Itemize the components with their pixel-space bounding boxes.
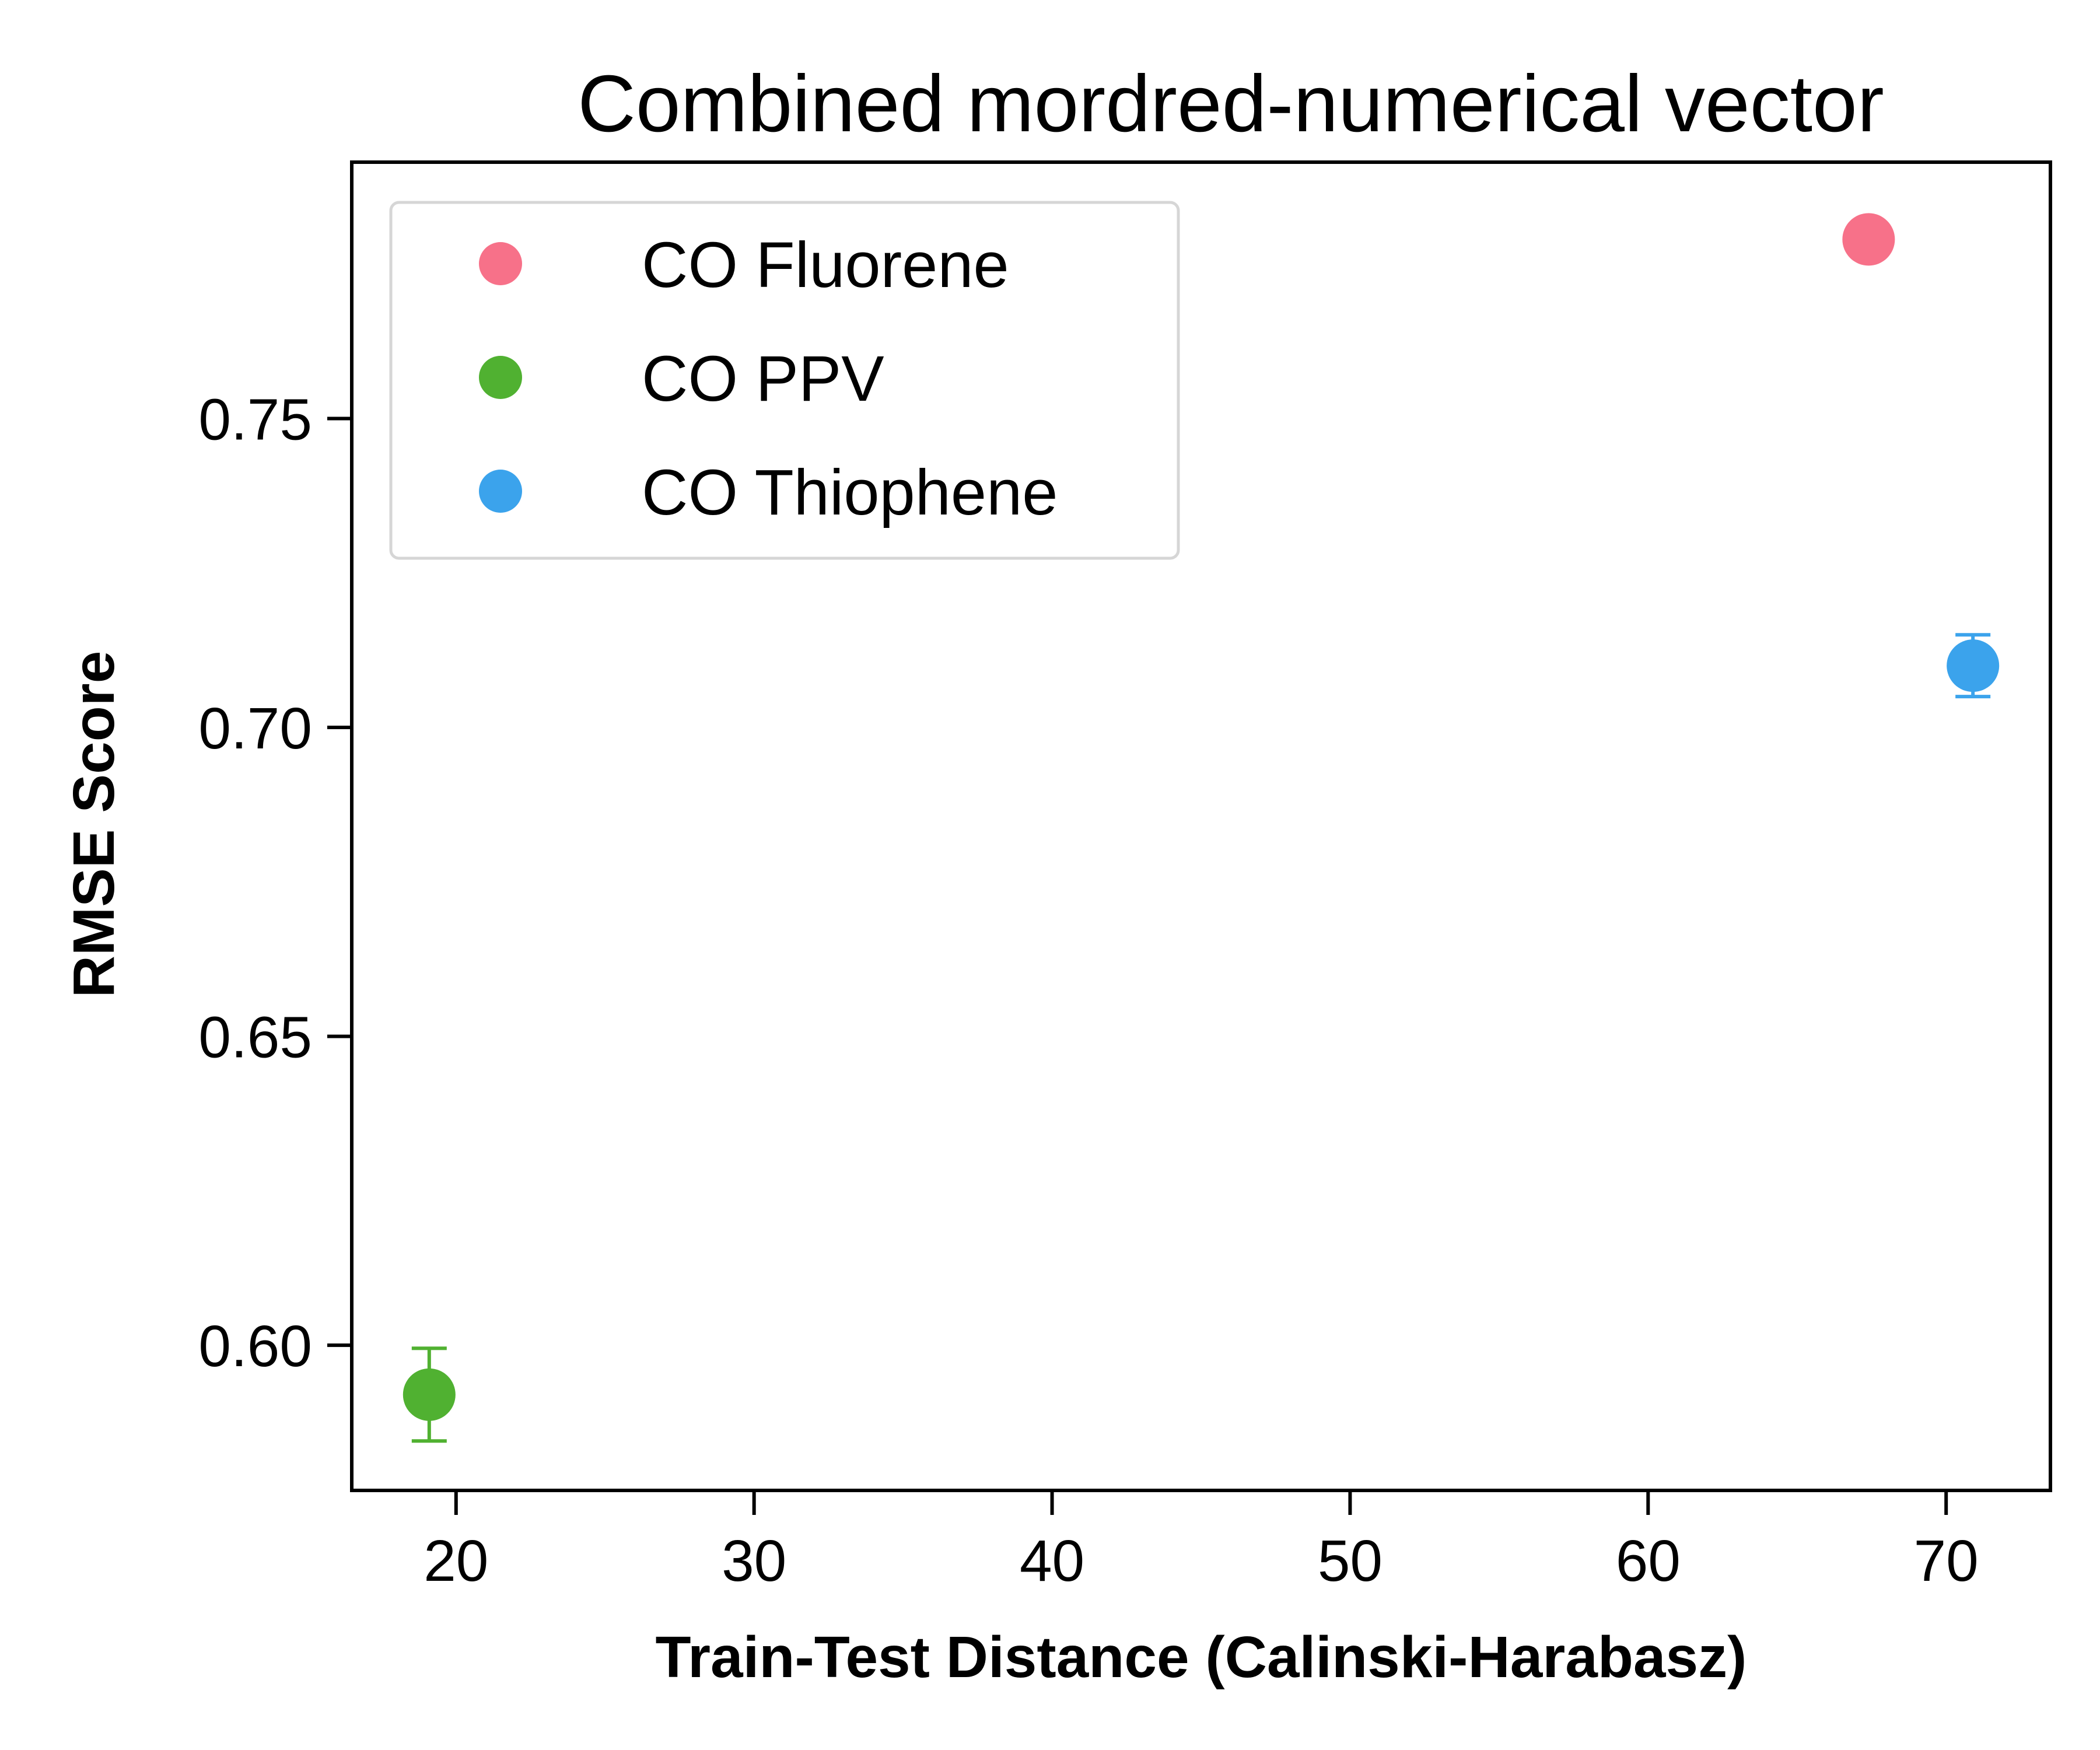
legend-box: [389, 201, 1180, 560]
legend-label: CO PPV: [642, 343, 884, 415]
plot-frame: [350, 160, 2052, 1492]
data-point: [1842, 213, 1895, 266]
y-tick-label: 0.75: [198, 387, 312, 453]
legend-label: CO Fluorene: [642, 229, 1009, 301]
x-tick-label: 50: [1318, 1528, 1382, 1594]
x-tick-label: 20: [424, 1528, 488, 1594]
y-tick-label: 0.60: [198, 1314, 312, 1379]
y-tick-label: 0.65: [198, 1005, 312, 1070]
chart-title: Combined mordred-numerical vector: [578, 59, 1884, 149]
x-tick-label: 70: [1914, 1528, 1979, 1594]
data-point: [402, 1368, 456, 1421]
legend: CO Fluorene CO PPV CO Thiophene: [389, 201, 1180, 560]
y-axis-ticks: 0.60 0.65 0.70 0.75: [198, 387, 352, 1379]
data-points: [402, 213, 2000, 1443]
x-axis-label: Train-Test Distance (Calinski-Harabasz): [656, 1625, 1747, 1690]
y-axis-label: RMSE Score: [61, 651, 127, 998]
legend-marker: [479, 356, 522, 399]
y-tick-label: 0.70: [198, 696, 312, 761]
x-tick-label: 40: [1020, 1528, 1084, 1594]
legend-marker: [479, 470, 522, 513]
x-tick-label: 30: [722, 1528, 786, 1594]
x-tick-label: 60: [1616, 1528, 1681, 1594]
x-axis-ticks: 20 30 40 50 60 70: [424, 1490, 1979, 1594]
data-point: [1947, 639, 2000, 692]
legend-marker: [479, 242, 522, 285]
legend-label: CO Thiophene: [642, 457, 1058, 528]
